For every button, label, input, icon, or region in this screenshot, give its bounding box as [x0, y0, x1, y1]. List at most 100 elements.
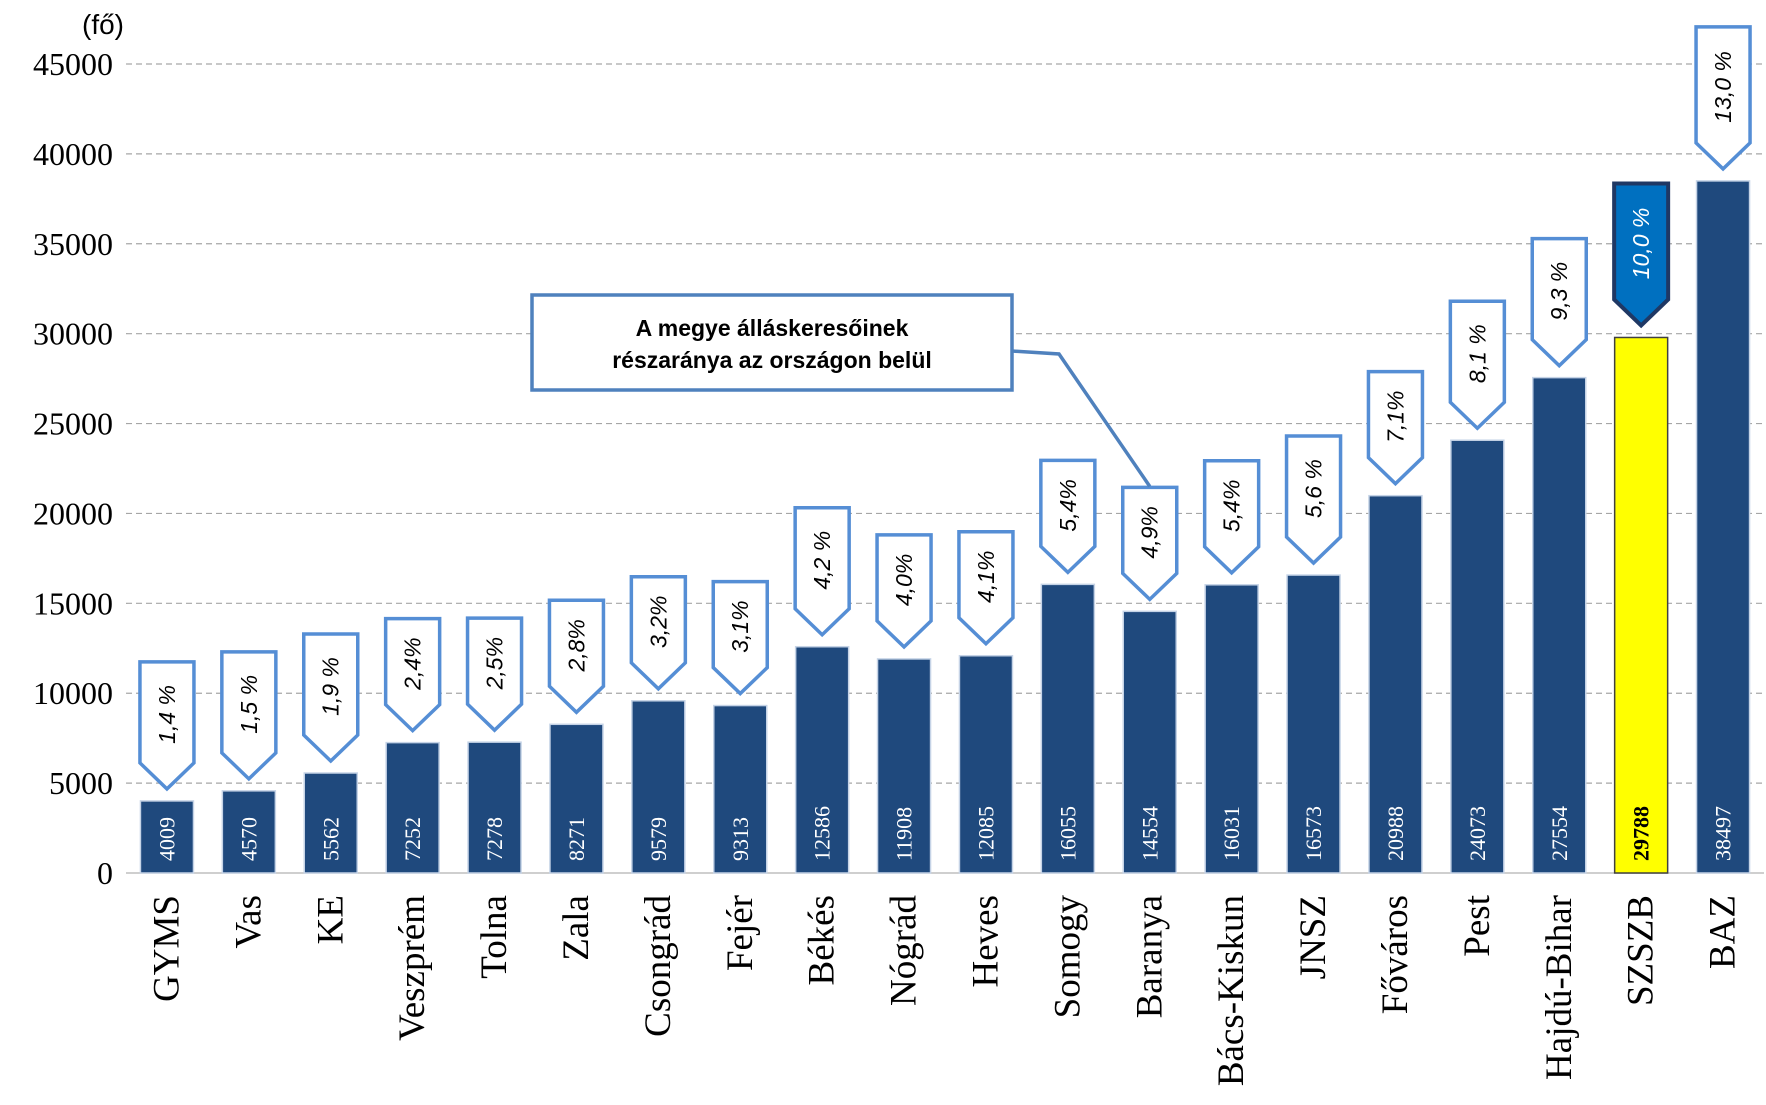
- share-label-zala: 2,8%: [563, 619, 589, 672]
- bar-nograd: [876, 658, 932, 874]
- value-label-bekes: 12586: [810, 806, 835, 861]
- x-tick-label-ke: KE: [310, 895, 351, 944]
- bar-fovaros: [1368, 494, 1423, 874]
- share-callout-zala: [547, 598, 606, 715]
- share-callout-fejer: [711, 579, 769, 697]
- share-label-heves: 4,1%: [973, 551, 999, 603]
- gridlines: [126, 63, 1764, 874]
- value-label-nograd: 11908: [892, 807, 917, 861]
- bar-jnsz: [1286, 574, 1341, 874]
- share-label-tolna: 2,5%: [482, 637, 508, 690]
- value-label-bacs-kiskun: 16031: [1219, 806, 1244, 861]
- share-callout-csongrad: [629, 575, 688, 692]
- share-label-pest: 8,1 %: [1464, 324, 1490, 383]
- value-label-fovaros: 20988: [1383, 806, 1408, 861]
- y-axis-tick-labels: 0 5000 10000 15000 20000 25000 30000 35000 40000…: [33, 46, 113, 891]
- share-callout-vas: [220, 650, 278, 782]
- annotation-line-2: részaránya az országon belül: [612, 347, 932, 373]
- share-callout-nograd: [875, 533, 933, 650]
- bar-baranya: [1122, 610, 1177, 874]
- y-tick-label-20000: 20000: [33, 495, 113, 531]
- value-label-ke: 5562: [318, 817, 343, 861]
- share-callout-fovaros: [1366, 369, 1425, 487]
- share-label-fovaros: 7,1%: [1382, 390, 1408, 442]
- value-label-veszprem: 7252: [400, 817, 425, 861]
- share-label-bacs-kiskun: 5,4%: [1219, 480, 1245, 532]
- share-callout-szszb: [1612, 181, 1671, 329]
- bar-fejer: [713, 704, 768, 874]
- share-label-ke: 1,9 %: [318, 657, 344, 716]
- value-label-heves: 12085: [973, 806, 998, 861]
- share-label-baz: 13,0 %: [1710, 51, 1736, 123]
- share-label-baranya: 4,9%: [1137, 506, 1163, 558]
- share-label-fejer: 3,1%: [727, 600, 753, 652]
- bar-csongrad: [631, 700, 686, 874]
- value-label-jnsz: 16573: [1301, 806, 1326, 861]
- x-tick-label-heves: Heves: [965, 895, 1006, 987]
- value-label-somogy: 16055: [1055, 806, 1080, 861]
- bar-vas: [221, 790, 277, 874]
- share-callout-veszprem: [383, 616, 442, 734]
- share-label-gyms: 1,4 %: [154, 685, 180, 744]
- share-callout-bekes: [793, 505, 851, 638]
- share-label-szszb: 10,0 %: [1628, 208, 1654, 280]
- value-label-szszb: 29788: [1629, 806, 1654, 861]
- share-callout-heves: [957, 529, 1015, 647]
- y-tick-label-15000: 15000: [33, 585, 113, 621]
- x-tick-label-jnsz: JNSZ: [1293, 895, 1334, 979]
- x-tick-label-hajdu-bihar: Hajdú-Bihar: [1539, 895, 1580, 1080]
- value-label-baranya: 14554: [1137, 806, 1162, 861]
- value-label-tolna: 7278: [482, 817, 507, 861]
- bar-hajdu-bihar: [1532, 376, 1587, 874]
- y-tick-label-40000: 40000: [33, 136, 113, 172]
- annotation-leader-line: [1011, 349, 1152, 488]
- share-label-hajdu-bihar: 9,3 %: [1546, 262, 1572, 321]
- x-tick-label-nograd: Nógrád: [884, 895, 925, 1006]
- share-label-vas: 1,5 %: [236, 675, 262, 734]
- y-tick-label-10000: 10000: [33, 675, 113, 711]
- share-callout-pest: [1448, 299, 1507, 431]
- bar-value-labels: 4009 4570 5562 7252 7278 8271 9579 9313 12586 119…: [154, 806, 1735, 861]
- x-tick-label-bekes: Békés: [802, 895, 843, 985]
- share-callout-jnsz: [1284, 434, 1343, 566]
- share-callout-baranya: [1121, 485, 1179, 602]
- share-callouts: 1,4 % 1,5 % 1,9 % 2,4% 2,5% 2,8% 3,2% 3,1% 4,2 %…: [138, 25, 1752, 792]
- bar-bekes: [794, 645, 850, 874]
- share-label-csongrad: 3,2%: [645, 596, 671, 648]
- share-callout-somogy: [1039, 458, 1097, 575]
- x-tick-label-gyms: GYMS: [146, 895, 187, 1002]
- annotation-box: [530, 293, 1014, 392]
- x-tick-label-csongrad: Csongrád: [638, 895, 679, 1037]
- x-tick-label-baranya: Baranya: [1129, 895, 1170, 1018]
- value-label-hajdu-bihar: 27554: [1547, 806, 1572, 861]
- y-tick-label-5000: 5000: [49, 765, 113, 801]
- share-callout-gyms: [138, 660, 196, 792]
- annotation-callout: A megye álláskeresőinek részaránya az or…: [530, 293, 1152, 488]
- share-callout-ke: [302, 632, 360, 764]
- x-tick-label-pest: Pest: [1457, 894, 1498, 956]
- y-tick-label-45000: 45000: [33, 46, 113, 82]
- share-label-somogy: 5,4%: [1055, 479, 1081, 531]
- bar-tolna: [467, 741, 522, 874]
- x-tick-label-veszprem: Veszprém: [392, 895, 433, 1041]
- share-callout-hajdu-bihar: [1530, 236, 1588, 369]
- share-label-bekes: 4,2 %: [809, 531, 835, 590]
- x-tick-label-vas: Vas: [228, 895, 269, 948]
- share-callout-tolna: [465, 616, 524, 733]
- value-label-vas: 4570: [236, 817, 261, 861]
- bar-pest: [1450, 439, 1505, 874]
- share-label-jnsz: 5,6 %: [1301, 459, 1327, 518]
- x-tick-label-fovaros: Főváros: [1375, 895, 1416, 1014]
- x-axis-tick-labels: GYMS Vas KE Veszprém Tolna Zala Csongrád Fejér B…: [146, 894, 1743, 1086]
- bar-zala: [549, 723, 604, 874]
- y-axis-unit-label: (fő): [82, 9, 124, 40]
- share-callout-baz: [1694, 25, 1752, 172]
- share-label-nograd: 4,0%: [891, 554, 917, 606]
- y-tick-label-30000: 30000: [33, 316, 113, 352]
- bar-baz: [1695, 180, 1751, 874]
- x-tick-label-fejer: Fejér: [720, 895, 761, 971]
- x-tick-label-somogy: Somogy: [1047, 895, 1088, 1019]
- bar-bacs-kiskun: [1204, 584, 1259, 874]
- x-tick-label-baz: BAZ: [1703, 895, 1744, 969]
